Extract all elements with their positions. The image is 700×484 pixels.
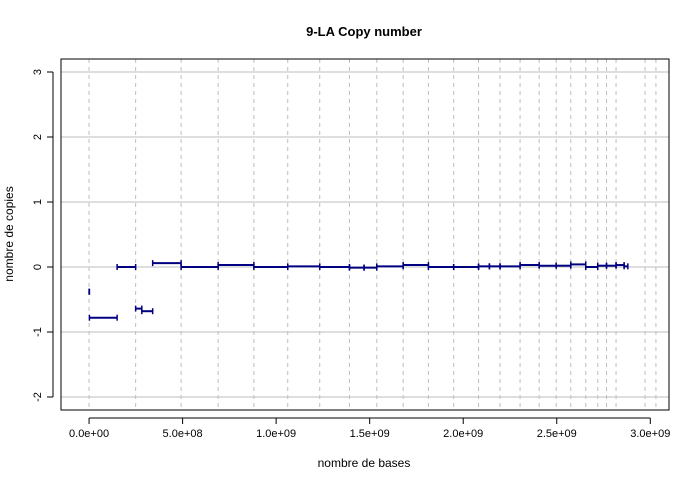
- x-tick-label: 3.0e+09: [630, 428, 670, 440]
- segment-layer: [88, 260, 629, 321]
- copy-number-segment: [141, 308, 154, 315]
- y-tick-label: 1: [32, 199, 44, 205]
- y-tick-label: 2: [32, 134, 44, 140]
- copy-number-segment: [488, 263, 501, 270]
- x-axis-label: nombre de bases: [318, 456, 411, 470]
- y-tick-label: 3: [32, 69, 44, 75]
- x-tick-label: 0.0e+00: [69, 428, 109, 440]
- x-tick-label: 1.0e+09: [256, 428, 296, 440]
- copy-number-segment: [499, 263, 521, 270]
- copy-number-segment: [538, 262, 557, 269]
- x-tick-label: 5.0e+08: [163, 428, 203, 440]
- copy-number-segment: [151, 260, 182, 267]
- copy-number-segment: [427, 264, 455, 270]
- copy-number-segment: [134, 305, 143, 312]
- copy-number-segment: [477, 263, 491, 270]
- copy-number-segment: [180, 264, 219, 270]
- copy-number-segment: [452, 264, 480, 270]
- y-axis: -2 -1 0 1 2 3: [32, 69, 54, 402]
- copy-number-segment: [605, 262, 617, 269]
- copy-number-segment: [585, 264, 599, 270]
- y-tick-label: -2: [32, 392, 44, 402]
- y-axis-label: nombre de copies: [2, 186, 16, 281]
- y-tick-label: -1: [32, 327, 44, 337]
- copy-number-segment: [623, 263, 629, 270]
- x-tick-label: 2.5e+09: [537, 428, 577, 440]
- x-axis: 0.0e+00 5.0e+08 1.0e+09 1.5e+09 2.0e+09 2.5e+…: [69, 417, 670, 440]
- plot-frame: [60, 58, 670, 411]
- horizontal-grid: [61, 71, 669, 398]
- copy-number-segment: [348, 264, 365, 271]
- chart-title: 9-LA Copy number: [306, 24, 422, 39]
- copy-number-segment: [88, 314, 118, 321]
- vertical-grid: [88, 59, 657, 410]
- copy-number-segment: [318, 264, 351, 270]
- copy-number-segment: [555, 262, 572, 269]
- copy-number-segment: [376, 263, 404, 270]
- x-tick-label: 2.0e+09: [443, 428, 483, 440]
- x-tick-label: 1.5e+09: [350, 428, 390, 440]
- y-tick-label: 0: [32, 264, 44, 270]
- copy-number-segment: [596, 262, 608, 269]
- copy-number-segment: [116, 264, 137, 270]
- copy-number-segment: [253, 264, 289, 270]
- copy-number-segment: [286, 263, 321, 270]
- copy-number-segment: [363, 264, 378, 271]
